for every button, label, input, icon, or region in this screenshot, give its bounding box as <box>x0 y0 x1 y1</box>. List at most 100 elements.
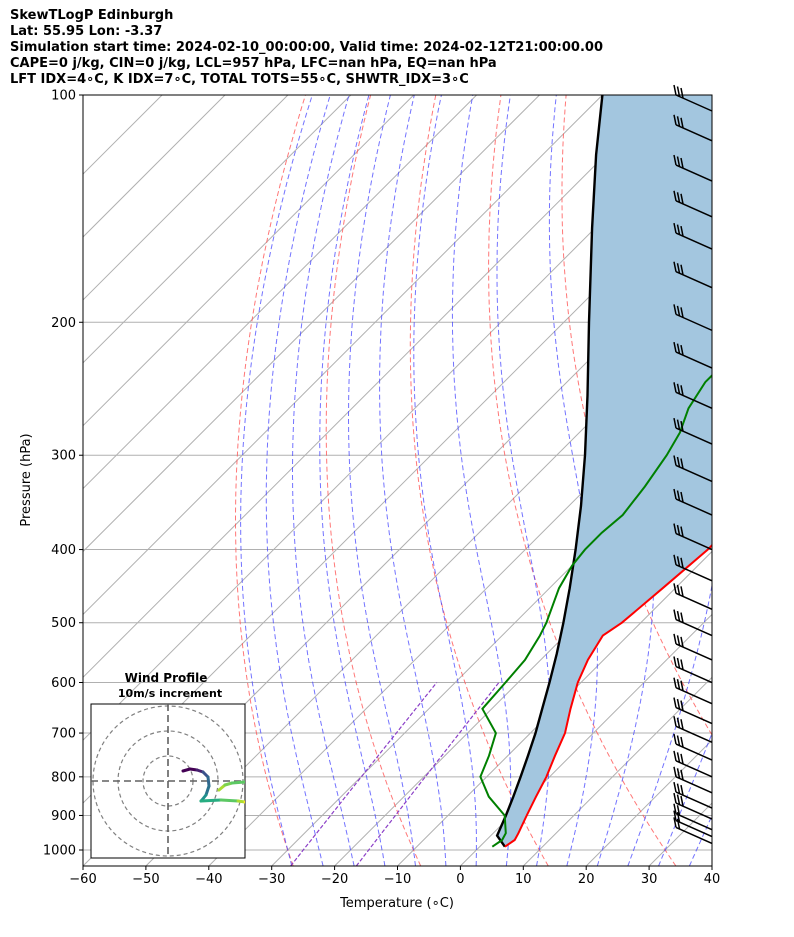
wind-barb <box>673 154 713 182</box>
moist-adiabat <box>720 95 794 866</box>
x-axis-ticks: −60 −50 −40 −30 −20 −10 0 10 20 30 40 <box>69 866 720 887</box>
isotherm-line <box>460 613 712 866</box>
wind-barb-flag <box>676 116 681 127</box>
wind-barb-flag <box>676 818 681 830</box>
wind-barb-flag <box>673 609 677 620</box>
wind-barb-flag <box>680 157 684 169</box>
dry-adiabat <box>488 95 677 866</box>
wind-barb-flag <box>673 810 677 821</box>
wind-barb-flag <box>676 717 681 728</box>
wind-barb-flag <box>673 304 677 315</box>
wind-barbs <box>673 84 713 845</box>
wind-barb <box>673 656 713 684</box>
wind-barb-flag <box>676 343 681 354</box>
wind-barb-flag <box>673 114 677 125</box>
wind-barb-flag <box>673 222 677 234</box>
moist-adiabat <box>379 95 447 866</box>
wind-barb-flag <box>676 305 681 317</box>
mixing-ratio-line <box>290 682 438 866</box>
moist-adiabat <box>451 95 512 866</box>
x-tick-label: 40 <box>704 872 721 887</box>
wind-barb-shaft <box>675 618 713 637</box>
isotherm-line <box>83 95 477 490</box>
wind-barb-flag <box>680 491 684 503</box>
stability-parameters: CAPE=0 j/kg, CIN=0 j/kg, LCL=957 hPa, LF… <box>10 56 497 71</box>
wind-barb <box>673 488 713 516</box>
wind-barb <box>673 803 713 831</box>
wind-barb-flag <box>680 557 684 568</box>
wind-barb-shaft <box>675 725 713 743</box>
x-tick-label: −40 <box>195 872 222 887</box>
moist-adiabat <box>265 95 331 866</box>
wind-barb-flag <box>676 735 681 746</box>
x-tick-label: −60 <box>69 872 96 887</box>
wind-barb-shaft <box>675 802 713 820</box>
wind-barb-shaft <box>675 564 713 582</box>
wind-barb <box>673 677 713 705</box>
wind-barb-flag <box>680 795 684 807</box>
wind-barb-flag <box>680 87 684 99</box>
moist-adiabat <box>348 95 416 866</box>
parcel-profile-line <box>495 95 604 848</box>
wind-barb-flag <box>676 768 681 779</box>
wind-barb-flag <box>673 716 677 727</box>
wind-barb-flag <box>676 156 681 167</box>
wind-barb-flag <box>680 307 684 318</box>
wind-barb-flag <box>680 700 684 711</box>
isotherm-line <box>83 95 352 364</box>
wind-barb-flag <box>680 736 684 748</box>
isotherm-line <box>711 865 712 866</box>
isotherm-line <box>522 676 712 866</box>
isotherm-line <box>397 550 712 866</box>
wind-barb-flag <box>676 224 681 235</box>
wind-barb-flag <box>676 635 681 646</box>
x-tick-label: 20 <box>578 872 595 887</box>
wind-barb-flag <box>680 264 684 275</box>
wind-barb <box>673 304 713 332</box>
wind-barb-flag <box>676 456 681 468</box>
profiles <box>479 95 712 848</box>
wind-barb <box>673 633 713 661</box>
wind-barb-shaft <box>675 760 713 778</box>
wind-barb-flag <box>680 586 684 597</box>
moist-adiabat <box>627 95 712 866</box>
wind-barb <box>673 341 713 369</box>
wind-barb-flag <box>676 524 681 536</box>
hodograph-segment <box>243 800 245 804</box>
dry-adiabat <box>235 95 306 866</box>
wind-barb-flag <box>676 698 681 710</box>
wind-barb <box>673 523 713 551</box>
wind-barb-flag <box>676 805 681 816</box>
hodograph-segment <box>230 780 245 785</box>
wind-barb <box>673 114 713 142</box>
dry-adiabat <box>762 95 794 866</box>
isotherm-line <box>334 487 712 866</box>
x-tick-label: −50 <box>132 872 159 887</box>
x-tick-label: 10 <box>515 872 532 887</box>
wind-barb-shaft <box>675 813 713 831</box>
wind-barb-flag <box>673 382 677 393</box>
wind-barb-flag <box>676 419 681 430</box>
wind-barb-flag <box>673 792 677 804</box>
wind-barb-shaft <box>675 271 713 289</box>
wind-barb-shaft <box>675 743 713 761</box>
hodograph-subtitle: 10m/s increment <box>118 687 222 700</box>
temperature-line <box>504 543 712 848</box>
wind-barb-flag <box>680 225 684 237</box>
x-tick-label: 0 <box>456 872 464 887</box>
isotherm-line <box>83 95 226 238</box>
isotherm-line <box>83 95 666 679</box>
wind-barb-flag <box>676 679 681 690</box>
wind-barb-flag <box>673 656 677 667</box>
wind-barb-flag <box>673 766 677 777</box>
wind-barb-flag <box>673 633 677 645</box>
instability-shading <box>497 95 712 847</box>
y-tick-label: 300 <box>51 449 76 464</box>
wind-barb-flag <box>680 117 684 128</box>
y-tick-label: 800 <box>51 770 76 785</box>
moist-adiabat <box>240 95 313 866</box>
index-parameters: LFT IDX=4∘C, K IDX=7∘C, TOTAL TOTS=55∘C,… <box>10 72 469 87</box>
y-tick-label: 100 <box>51 89 76 104</box>
